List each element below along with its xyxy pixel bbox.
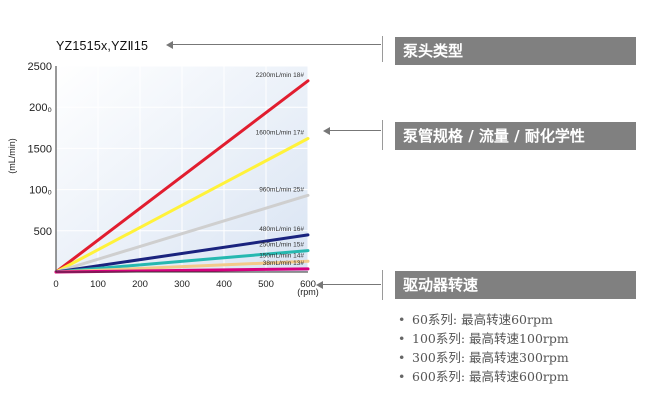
x-axis-label: (rpm) [297, 287, 319, 297]
pump-head-pointer [166, 40, 381, 49]
bullet-icon: • [398, 312, 406, 327]
series-label: 480mL/min 16# [259, 226, 304, 233]
y-axis-label: (mL/min) [7, 138, 17, 174]
series-line [54, 233, 310, 274]
pump-head-callout: 泵头类型 [395, 37, 636, 65]
bullet-icon: • [398, 369, 406, 384]
series-label: 1600mL/min 17# [256, 130, 305, 137]
y-tick-label: 100₀ [29, 185, 52, 197]
x-tick-label: 300 [174, 279, 190, 290]
series-item: • 60系列: 最高转速60rpm [398, 312, 553, 327]
divider-top [382, 36, 383, 62]
pump-head-model-types: YZ1515x,YZⅡ15 [56, 39, 149, 53]
drive-speed-pointer [316, 280, 381, 289]
divider-bottom [382, 270, 383, 300]
y-tick-labels: 500 100₀ 1500 200₀ 2500 [28, 61, 52, 238]
x-tick-label: 600 [300, 279, 316, 290]
series-label: 960mL/min 25# [259, 186, 304, 193]
series-label: 250mL/min 15# [259, 242, 304, 249]
x-tick-labels: 0 100 200 300 400 500 600 [53, 279, 316, 290]
y-tick-label: 200₀ [29, 102, 52, 114]
series-line [54, 193, 310, 274]
tubing-callout: 泵管规格 / 流量 / 耐化学性 [395, 122, 636, 150]
series-lines [54, 79, 310, 274]
series-line [54, 137, 310, 274]
series-item: • 300系列: 最高转速300rpm [398, 350, 569, 365]
x-tick-label: 200 [132, 279, 148, 290]
drive-series-list: • 60系列: 最高转速60rpm • 100系列: 最高转速100rpm • 300… [398, 310, 569, 386]
series-label: 150mL/min 14# [259, 252, 304, 259]
series-label: 2200mL/min 18# [256, 72, 305, 79]
x-tick-label: 100 [90, 279, 106, 290]
series-item: • 600系列: 最高转速600rpm [398, 369, 569, 384]
x-tick-label: 500 [258, 279, 274, 290]
series-line [54, 267, 310, 274]
tubing-pointer [323, 126, 381, 135]
y-tick-label: 2500 [28, 61, 52, 73]
series-labels: 2200mL/min 18# 1600mL/min 17# 960mL/min 25… [256, 72, 305, 267]
y-tick-label: 1500 [28, 143, 52, 155]
x-tick-label: 400 [216, 279, 232, 290]
series-label: 38mL/min 13# [263, 260, 305, 267]
x-tick-label: 0 [53, 279, 58, 290]
bullet-icon: • [398, 350, 406, 365]
drive-speed-callout: 驱动器转速 [395, 271, 636, 299]
series-item: • 100系列: 最高转速100rpm [398, 331, 569, 346]
bullet-icon: • [398, 331, 406, 346]
chart-grid [56, 65, 309, 272]
chart-axes [55, 66, 308, 273]
series-line [54, 249, 310, 274]
flow-rate-chart: 2200mL/min 18# 1600mL/min 17# 960mL/min 25… [7, 61, 319, 297]
series-line [54, 79, 310, 274]
divider-middle [382, 120, 383, 150]
y-tick-label: 500 [34, 226, 52, 238]
